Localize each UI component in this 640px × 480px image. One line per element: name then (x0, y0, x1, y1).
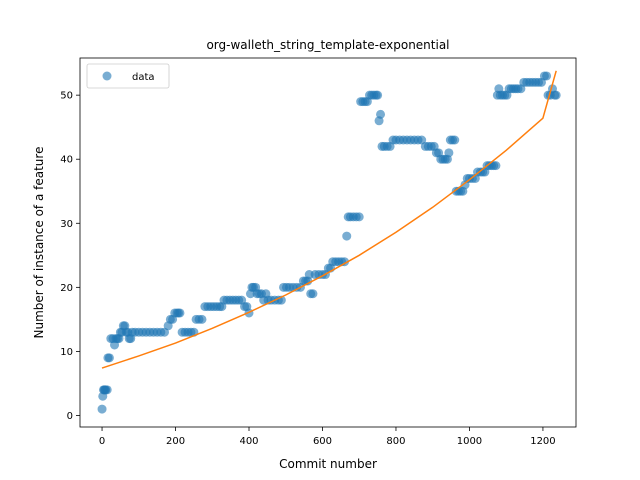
data-point (373, 90, 383, 100)
legend-box (86, 63, 170, 89)
y-tick-label: 40 (60, 155, 73, 166)
x-tick-label: 200 (166, 436, 185, 447)
legend-marker-data (102, 71, 112, 81)
y-axis-label: Number of instance of a feature (32, 147, 46, 339)
data-point (450, 135, 460, 145)
x-tick-label: 1200 (530, 436, 555, 447)
data-point (354, 212, 364, 222)
data-point (444, 148, 454, 158)
data-point (342, 231, 352, 241)
x-tick-label: 600 (313, 436, 332, 447)
y-tick-label: 30 (60, 219, 73, 230)
chart-title: org-walleth_string_template-exponential (206, 38, 449, 52)
y-tick-label: 0 (67, 411, 73, 422)
x-tick-label: 400 (239, 436, 258, 447)
x-axis-label: Commit number (279, 457, 377, 471)
y-tick-label: 50 (60, 91, 73, 102)
axes-frame (79, 57, 577, 428)
data-point (376, 109, 386, 119)
x-tick-label: 1000 (457, 436, 482, 447)
x-tick-label: 800 (386, 436, 405, 447)
y-tick-label: 20 (60, 283, 73, 294)
legend-label-data: data (132, 72, 155, 83)
x-tick-label: 0 (99, 436, 105, 447)
fit-line (101, 70, 557, 369)
data-point (491, 161, 501, 171)
plot-marks (97, 70, 561, 414)
data-point (308, 289, 318, 299)
y-tick-label: 10 (60, 347, 73, 358)
data-point (175, 308, 185, 318)
data-point (97, 404, 107, 414)
data-point (197, 314, 207, 324)
legend: data (86, 63, 170, 89)
data-point (542, 71, 552, 81)
data-point (551, 90, 561, 100)
data-point (102, 385, 112, 395)
data-point (104, 353, 114, 363)
axis-ticks: 0 200 400 600 800 1000 1200 0 10 20 30 40 50 (60, 91, 555, 447)
